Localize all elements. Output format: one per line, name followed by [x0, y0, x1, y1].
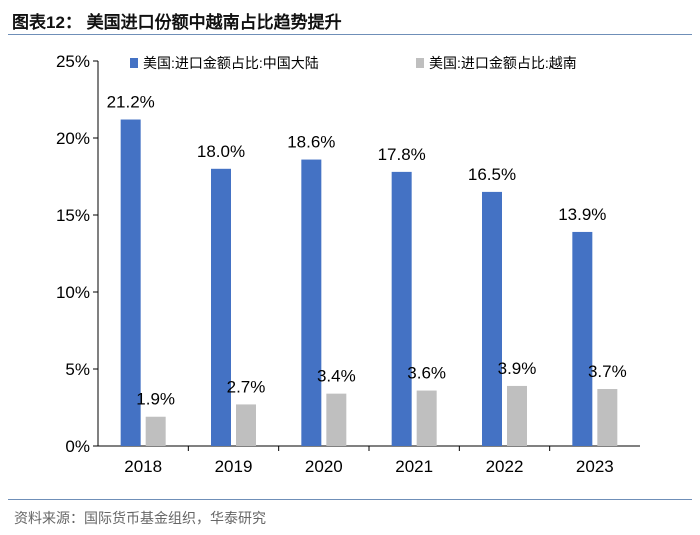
- data-label: 21.2%: [107, 93, 155, 112]
- legend-label: 美国:进口金额占比:越南: [429, 55, 577, 71]
- data-label: 2.7%: [227, 377, 266, 396]
- data-label: 18.0%: [197, 142, 245, 161]
- data-label: 3.9%: [498, 359, 537, 378]
- data-label: 1.9%: [136, 390, 175, 409]
- y-tick-label: 15%: [56, 206, 90, 225]
- data-label: 13.9%: [558, 205, 606, 224]
- y-tick-label: 5%: [65, 360, 90, 379]
- bar-china: [391, 171, 412, 446]
- bar-china: [572, 231, 593, 446]
- x-tick-label: 2020: [305, 457, 343, 476]
- data-label: 3.6%: [407, 364, 446, 383]
- bar-vietnam: [416, 390, 437, 446]
- chart-area: 0% 5% 10% 15% 20% 25% 2018 21.2% 1.9% 2019 18.0% 2.…: [0, 36, 700, 496]
- bar-chart: 0% 5% 10% 15% 20% 25% 2018 21.2% 1.9% 2019 18.0% 2.…: [56, 52, 640, 476]
- x-tick-label: 2018: [124, 457, 162, 476]
- data-label: 16.5%: [468, 165, 516, 184]
- bar-china: [482, 191, 502, 446]
- legend-swatch: [416, 58, 424, 68]
- bar-vietnam: [145, 416, 166, 446]
- bar-china: [120, 119, 141, 447]
- bar-vietnam: [236, 404, 256, 446]
- legend-label: 美国:进口金额占比:中国大陆: [143, 55, 319, 71]
- data-label: 3.4%: [317, 367, 356, 386]
- footer-divider: [8, 499, 692, 500]
- y-tick-label: 20%: [56, 129, 90, 148]
- chart-title: 图表12： 美国进口份额中越南占比趋势提升: [12, 13, 342, 32]
- source-note: 资料来源：国际货币基金组织，华泰研究: [14, 511, 266, 527]
- y-tick-label: 10%: [56, 283, 90, 302]
- bar-vietnam: [326, 393, 347, 446]
- title-bar: 图表12： 美国进口份额中越南占比趋势提升: [8, 4, 692, 35]
- legend-swatch: [130, 58, 138, 68]
- x-tick-label: 2023: [576, 457, 614, 476]
- y-tick-label: 25%: [56, 52, 90, 71]
- x-tick-label: 2019: [215, 457, 253, 476]
- x-tick-label: 2021: [395, 457, 433, 476]
- bar-vietnam: [597, 389, 618, 446]
- y-tick-label: 0%: [65, 437, 90, 456]
- bar-china: [301, 159, 322, 446]
- bar-vietnam: [507, 385, 527, 446]
- x-tick-label: 2022: [486, 457, 524, 476]
- data-label: 18.6%: [287, 133, 335, 152]
- data-label: 3.7%: [588, 362, 627, 381]
- bar-china: [211, 168, 231, 447]
- data-label: 17.8%: [378, 145, 426, 164]
